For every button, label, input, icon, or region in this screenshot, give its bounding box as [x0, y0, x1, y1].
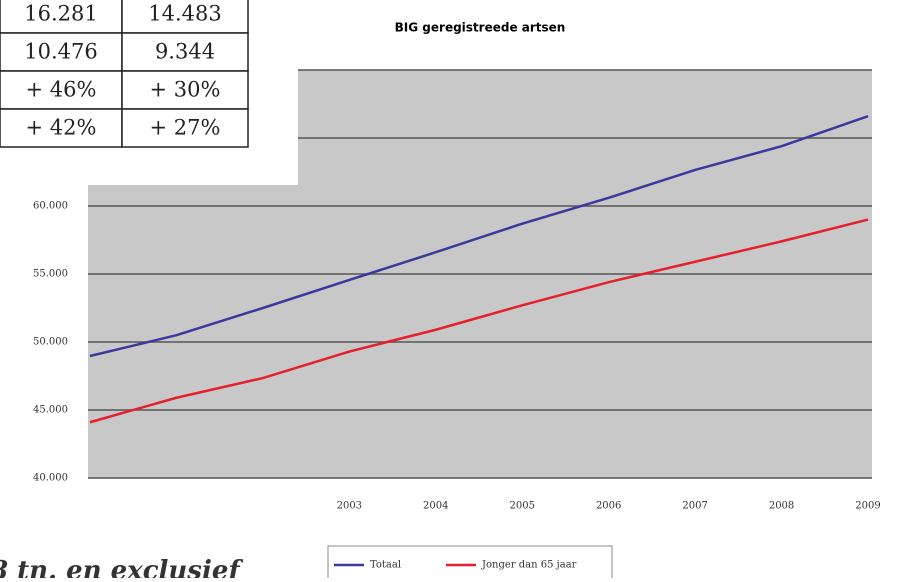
x-tick-label: 2007 — [682, 501, 707, 512]
y-tick-label: 50.000 — [33, 337, 68, 348]
y-tick-label: 40.000 — [33, 473, 68, 484]
table-cell — [0, 108, 123, 148]
table-cell-text: + 27% — [150, 116, 221, 140]
table-cell-text: + 42% — [26, 116, 97, 140]
table-cell-text: 14.483 — [148, 2, 221, 26]
x-tick-label: 2005 — [509, 501, 534, 512]
y-tick-label: 45.000 — [33, 405, 68, 416]
table-cell-text: + 30% — [150, 78, 221, 102]
table-cell — [0, 70, 123, 110]
grid — [88, 69, 872, 479]
x-tick-label: 2009 — [855, 501, 880, 512]
series-line — [89, 218, 869, 424]
table-cell — [121, 32, 249, 72]
x-tick-label: 2004 — [423, 501, 448, 512]
x-tick-label: 2003 — [337, 501, 362, 512]
table-cell-text: + 46% — [26, 78, 97, 102]
footer-text: 8 tn. en exclusief — [0, 556, 243, 578]
x-tick-label: 2006 — [596, 501, 621, 512]
table-cell-text: 9.344 — [155, 40, 215, 64]
series-line — [89, 115, 869, 358]
chart-title: BIG geregistreede artsen — [395, 21, 566, 35]
table-cell-text: 10.476 — [24, 40, 97, 64]
legend-label: Jonger dan 65 jaar — [481, 560, 577, 571]
table: 16.281 14.483 10.476 9.344 + 46% + 30% + 42% + … — [0, 0, 249, 148]
table-cell — [121, 0, 249, 34]
legend-items: Totaal Jonger dan 65 jaar — [334, 560, 577, 571]
table-cell-text: 16.281 — [24, 2, 97, 26]
legend-label: Totaal — [370, 560, 401, 571]
y-tick-label: 60.000 — [33, 201, 68, 212]
table-cell — [121, 108, 249, 148]
lines — [89, 115, 869, 424]
y-tick-label: 55.000 — [33, 269, 68, 280]
x-tick-label: 2008 — [769, 501, 794, 512]
